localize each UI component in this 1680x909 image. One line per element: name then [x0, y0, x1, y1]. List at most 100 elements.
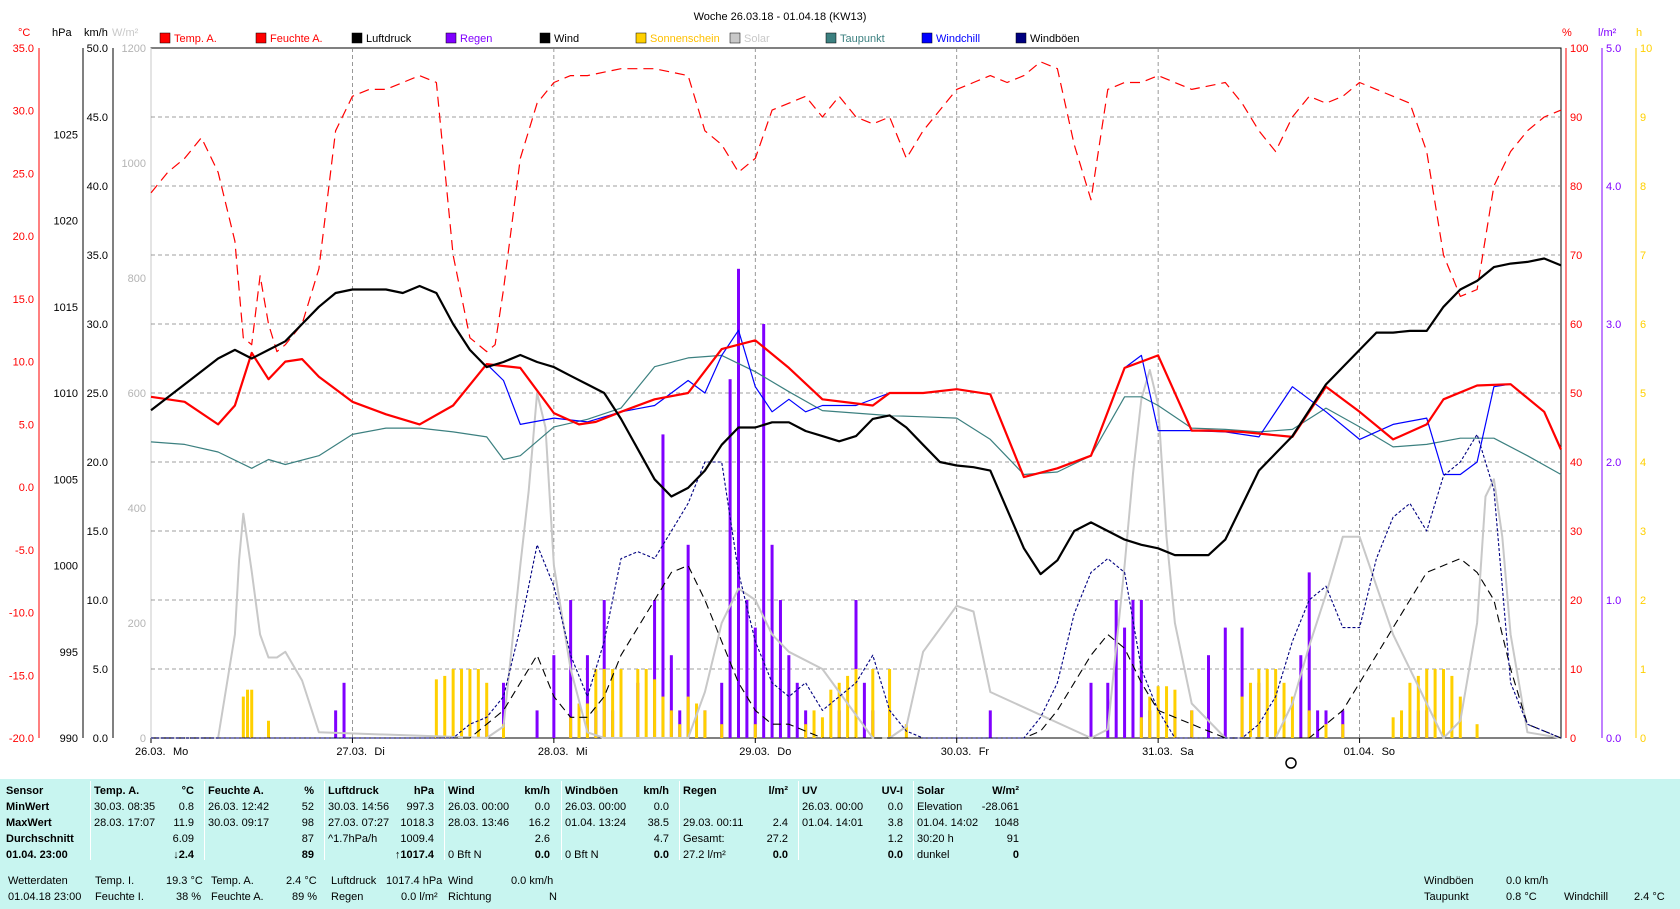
- y-axis-unit: W/m²: [112, 27, 139, 39]
- y-tick-label: 10.0: [13, 357, 34, 369]
- bar-sonnenschein: [854, 669, 858, 738]
- legend-swatch: [921, 32, 933, 44]
- stats-cell: ↓2.4: [92, 847, 202, 863]
- y-tick-label: 200: [128, 618, 146, 630]
- bar-sonnenschein: [569, 717, 573, 738]
- stats-header-unit: l/m²: [768, 785, 788, 797]
- bar-sonnenschein: [1324, 724, 1328, 738]
- y-tick-label: 3.0: [1606, 319, 1621, 331]
- bar-sonnenschein: [1257, 669, 1261, 738]
- stats-cell-label: 28.03. 17:07: [94, 817, 156, 829]
- bar-regen: [1223, 627, 1227, 738]
- stats-separator: [561, 781, 562, 860]
- y-tick-label: 3: [1640, 526, 1646, 538]
- stats-cell-value: 3.8: [887, 817, 903, 829]
- bar-regen: [342, 682, 346, 738]
- stats-cell-value: 1009.4: [400, 833, 434, 845]
- row-label-max: MaxWert: [6, 817, 52, 829]
- weather-chart: Woche 26.03.18 - 01.04.18 (KW13) Temp. A…: [8, 11, 1653, 769]
- stats-cell: 2.6: [446, 831, 558, 847]
- stats-cell: 0.0: [800, 847, 911, 863]
- temp-i-value: 19.3 °C: [166, 875, 203, 887]
- y-tick-label: -10.0: [9, 608, 34, 620]
- bar-sonnenschein: [267, 720, 270, 738]
- bar-sonnenschein: [1307, 710, 1311, 738]
- y-tick-label: 70: [1570, 250, 1582, 262]
- stats-cell: 27.03. 07:27 1018.3: [326, 815, 442, 831]
- stats-cell-label: 30.03. 08:35: [94, 801, 156, 813]
- bar-sonnenschein: [1282, 682, 1286, 738]
- bar-sonnenschein: [846, 675, 850, 738]
- taupunkt-value: 0.8 °C: [1506, 891, 1537, 903]
- y-axis-unit: h: [1636, 27, 1642, 39]
- y-tick-label: 50: [1570, 388, 1582, 400]
- bar-sonnenschein: [1341, 724, 1345, 738]
- bar-regen: [1207, 655, 1210, 738]
- legend-label: Regen: [460, 33, 492, 45]
- stats-header-unit: UV-I: [881, 785, 903, 797]
- stats-cell: 26.03. 12:42 52: [206, 799, 322, 815]
- stats-cell: 87: [206, 831, 322, 847]
- stats-header-unit: hPa: [413, 785, 434, 797]
- bar-sonnenschein: [812, 710, 816, 738]
- stats-cell-value: 38.5: [647, 817, 669, 829]
- y-tick-label: 20.0: [87, 457, 108, 469]
- bar-regen: [862, 682, 866, 738]
- bar-sonnenschein: [636, 669, 640, 738]
- stats-cell-label: 26.03. 00:00: [565, 801, 627, 813]
- series-line-taupunkt: [150, 354, 1562, 476]
- y-tick-label: 15.0: [87, 526, 108, 538]
- stats-separator: [913, 781, 914, 860]
- legend-label: Windböen: [1030, 33, 1080, 45]
- stats-cell-label: 0 Bft N: [448, 849, 482, 861]
- stats-cell-value: 89: [301, 849, 314, 861]
- bar-regen: [745, 600, 749, 738]
- y-tick-label: 600: [128, 388, 146, 400]
- y-tick-label: 1: [1640, 664, 1646, 676]
- legend-label: Feuchte A.: [270, 33, 323, 45]
- stats-header: Solar W/m²: [915, 783, 1027, 799]
- bar-regen: [1089, 682, 1093, 738]
- y-tick-label: 0.0: [19, 482, 34, 494]
- stats-cell-label: 29.03. 00:11: [683, 817, 744, 829]
- bar-regen: [762, 324, 766, 738]
- stats-cell: 30.03. 09:17 98: [206, 815, 322, 831]
- luftdruck-value: 1017.4 hPa: [386, 875, 443, 887]
- stats-cell: Gesamt: 27.2: [681, 831, 796, 847]
- row-label-now: 01.04. 23:00: [6, 849, 68, 861]
- stats-cell: 01.04. 13:24 38.5: [563, 815, 677, 831]
- taupunkt-label: Taupunkt: [1424, 891, 1469, 903]
- bar-sonnenschein: [703, 710, 707, 738]
- richtung-value: N: [549, 891, 557, 903]
- bar-regen: [1139, 600, 1143, 738]
- y-tick-label: 100: [1570, 43, 1588, 55]
- temp-i-label: Temp. I.: [95, 875, 135, 887]
- stats-cell-label: 26.03. 12:42: [208, 801, 270, 813]
- series-line-tempa: [150, 339, 1563, 479]
- stats-header-name: Wind: [448, 785, 475, 797]
- windchill-value: 2.4 °C: [1634, 891, 1665, 903]
- stats-cell-value: 0.8: [178, 801, 194, 813]
- lines: [150, 61, 1563, 739]
- stats-cell: dunkel 0: [915, 847, 1027, 863]
- y-tick-label: 6: [1640, 319, 1646, 331]
- bar-sonnenschein: [1156, 686, 1160, 738]
- feuchte-i-label: Feuchte I.: [95, 891, 144, 903]
- bar-sonnenschein: [644, 669, 648, 738]
- stats-column-luftdruck: Luftdruck hPa 30.03. 14:56 997.3 27.03. 07:2…: [326, 783, 442, 863]
- x-day-label: Mo: [173, 746, 188, 758]
- stats-cell-value: 1018.3: [400, 817, 434, 829]
- windboeen-value: 0.0 km/h: [1506, 875, 1549, 887]
- bar-regen: [787, 655, 791, 738]
- y-tick-label: 1025: [54, 129, 78, 141]
- stats-column-wind: Wind km/h 26.03. 00:00 0.0 28.03. 13:46 16.2 2…: [446, 783, 558, 863]
- y-tick-label: 995: [60, 647, 78, 659]
- stats-cell-value: 11.9: [173, 817, 194, 829]
- y-tick-label: 45.0: [87, 112, 108, 124]
- y-tick-label: 2.0: [1606, 457, 1621, 469]
- stats-column-uv: UV UV-I 26.03. 00:00 0.0 01.04. 14:01 3.8 1.2 0…: [800, 783, 911, 863]
- legend-swatch: [255, 32, 267, 44]
- legend-swatch: [159, 32, 171, 44]
- y-tick-label: 1000: [122, 158, 146, 170]
- bar-sonnenschein: [753, 724, 757, 738]
